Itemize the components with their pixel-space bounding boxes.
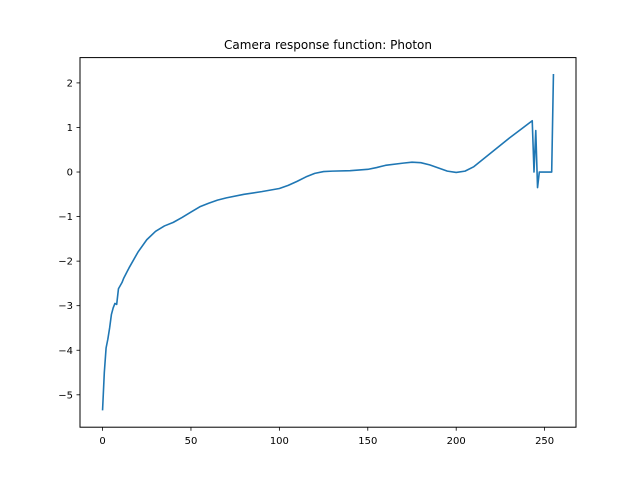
y-tick-label-4: −1 (58, 212, 73, 223)
x-tick-label-4: 200 (447, 436, 466, 447)
x-tick-label-1: 50 (185, 436, 198, 447)
y-tick-label-1: −4 (58, 346, 73, 357)
y-tick-label-5: 0 (67, 168, 73, 179)
x-tick-label-3: 150 (358, 436, 377, 447)
x-tick-label-5: 250 (535, 436, 554, 447)
series-line-0 (101, 73, 555, 411)
y-tick-label-0: −5 (58, 390, 73, 401)
y-tick-label-7: 2 (67, 78, 73, 89)
x-tick-label-0: 0 (99, 436, 105, 447)
axis-ticks: 0 50 100 150 200 250 −5 −4 −3 −2 −1 0 1 2 (58, 78, 554, 447)
y-tick-label-2: −3 (58, 301, 73, 312)
axes-frame (79, 57, 577, 428)
chart-title: Camera response function: Photon (224, 38, 432, 52)
y-tick-label-3: −2 (58, 257, 73, 268)
plot-area (101, 73, 555, 411)
y-tick-label-6: 1 (67, 123, 73, 134)
x-tick-label-2: 100 (270, 436, 289, 447)
